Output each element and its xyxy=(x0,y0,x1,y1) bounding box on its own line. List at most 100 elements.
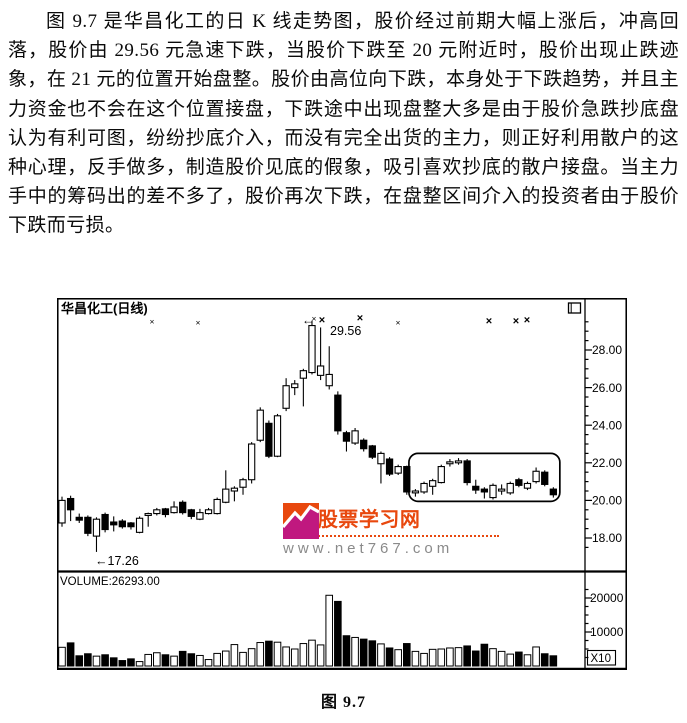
candle-body xyxy=(222,488,230,503)
volume-bar xyxy=(411,650,420,667)
peak-price-label: 29.56 xyxy=(330,324,361,338)
volume-bar xyxy=(170,655,178,667)
candle-body xyxy=(101,513,109,531)
volume-bar xyxy=(394,649,402,667)
candle-body xyxy=(360,439,368,450)
candle-body xyxy=(230,487,239,492)
volume-bar xyxy=(532,646,540,667)
volume-bar xyxy=(230,644,239,667)
candle-body xyxy=(403,466,411,493)
volume-bar xyxy=(515,651,523,667)
candle-body xyxy=(153,509,161,515)
chart-title: 华昌化工(日线) xyxy=(61,301,148,316)
candle-body xyxy=(515,479,523,486)
candle-body xyxy=(299,370,308,379)
volume-bar xyxy=(204,659,213,667)
volume-bar xyxy=(540,653,549,667)
low-price-label: ←17.26 xyxy=(95,554,139,568)
chart-canvas: 28.00 26.00 24.00 22.00 20.00 18.00 20000 10000… xyxy=(57,298,627,670)
price-tick-label: 24.00 xyxy=(592,418,622,432)
candle-body xyxy=(66,497,75,511)
candle-body xyxy=(480,488,489,493)
candle-body xyxy=(92,518,101,537)
candle-body xyxy=(58,499,66,524)
candle-body xyxy=(489,484,497,499)
candle-body xyxy=(385,458,394,475)
volume-bar xyxy=(75,655,84,667)
volume-bar xyxy=(247,648,256,667)
volume-bar xyxy=(66,642,75,667)
day-marker-x: × xyxy=(312,314,317,324)
day-marker-x: × xyxy=(396,318,401,328)
candle-body xyxy=(523,482,532,489)
volume-bar xyxy=(403,643,411,667)
volume-bar xyxy=(506,653,515,667)
chart-frame xyxy=(57,298,627,670)
candle-body xyxy=(170,506,178,514)
volume-bar xyxy=(290,648,299,667)
volume-bar xyxy=(265,640,273,667)
figure-caption: 图 9.7 xyxy=(320,694,366,711)
candle-body xyxy=(247,443,256,481)
day-marker-x: × xyxy=(513,316,519,328)
candle-body xyxy=(325,373,333,387)
volume-bar xyxy=(446,647,454,667)
candle-body xyxy=(549,488,557,496)
candle-body xyxy=(377,452,385,465)
candle-body xyxy=(196,512,204,520)
candle-body xyxy=(437,466,445,484)
day-marker-x: × xyxy=(524,315,530,327)
candle-body xyxy=(110,521,118,526)
candle-body xyxy=(75,516,83,521)
volume-bar xyxy=(480,643,489,667)
volume-bar xyxy=(101,654,109,667)
candle-body xyxy=(532,470,540,483)
candle-body xyxy=(351,430,359,444)
candle-body xyxy=(463,460,471,484)
watermark-url: www.net767.com xyxy=(283,540,454,557)
watermark-row: 767股票学习网 xyxy=(283,503,499,539)
price-tick-label: 20.00 xyxy=(592,494,622,508)
volume-bar xyxy=(463,645,471,667)
volume-bar xyxy=(299,643,308,667)
candle-body xyxy=(127,522,135,528)
day-marker-x: × xyxy=(357,313,363,325)
x10-box xyxy=(586,649,617,666)
volume-bar xyxy=(196,654,204,667)
candle-body xyxy=(179,501,187,514)
volume-bar xyxy=(351,636,359,667)
price-tick-label: 18.00 xyxy=(592,531,622,545)
volume-bar xyxy=(368,640,377,667)
volume-bar xyxy=(127,658,135,667)
volume-bar xyxy=(109,657,118,667)
candle-body xyxy=(135,517,144,533)
candle-body xyxy=(411,490,420,494)
candle-body xyxy=(256,409,264,441)
volume-bar xyxy=(437,648,446,667)
candle-body xyxy=(84,516,92,534)
volume-bar xyxy=(334,600,342,667)
day-marker-x: × xyxy=(196,318,201,328)
volume-bar xyxy=(359,638,368,667)
watermark-logo-icon xyxy=(283,503,319,539)
candle-body xyxy=(541,471,549,485)
volume-bar xyxy=(221,650,230,667)
watermark: 767股票学习网 www.net767.com xyxy=(283,503,499,557)
candle-body xyxy=(308,325,316,374)
volume-bar xyxy=(153,652,161,667)
candle-body xyxy=(429,480,437,487)
volume-bar xyxy=(325,594,334,667)
candle-body xyxy=(334,394,342,432)
candle-body xyxy=(282,385,290,409)
volume-bar xyxy=(58,646,66,667)
candle-body xyxy=(454,460,463,464)
candle-body xyxy=(472,485,480,491)
candle-body xyxy=(506,482,514,494)
volume-bar xyxy=(489,648,497,667)
candle-body xyxy=(342,432,351,442)
volume-bar xyxy=(118,660,127,667)
volume-bar xyxy=(161,654,170,667)
consolidation-box xyxy=(408,452,561,503)
day-marker-x: × xyxy=(150,317,155,327)
window-restore-icon xyxy=(567,302,582,314)
